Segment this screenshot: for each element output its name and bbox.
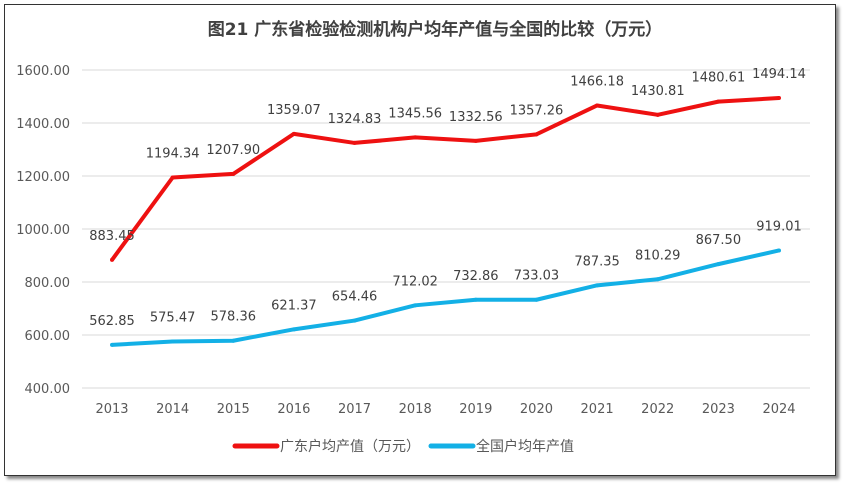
x-tick-label: 2015 <box>217 402 250 417</box>
data-point <box>170 339 175 344</box>
x-tick-label: 2024 <box>762 402 795 417</box>
data-label: 1359.07 <box>267 103 321 118</box>
data-label: 1430.81 <box>631 84 685 99</box>
y-tick-label: 1400.00 <box>16 117 70 132</box>
data-point <box>231 171 236 176</box>
data-point <box>534 132 539 137</box>
data-point <box>110 342 114 347</box>
y-tick-label: 400.00 <box>25 382 71 397</box>
y-tick-label: 800.00 <box>25 276 71 291</box>
legend-label: 广东户均产值（万元） <box>280 438 420 455</box>
data-label: 1480.61 <box>691 71 745 86</box>
series-line-2 <box>111 248 780 347</box>
data-label: 1357.26 <box>510 103 564 118</box>
data-label: 733.03 <box>514 269 560 284</box>
data-point <box>716 262 721 267</box>
series-line-1 <box>110 96 780 262</box>
data-point <box>352 318 357 323</box>
x-tick-label: 2021 <box>581 402 614 417</box>
data-point <box>655 277 660 282</box>
data-point <box>595 103 600 108</box>
data-point <box>352 140 357 145</box>
data-label: 1494.14 <box>752 67 806 82</box>
data-label: 883.45 <box>89 229 135 244</box>
data-point <box>473 138 478 143</box>
data-label: 654.46 <box>332 290 378 305</box>
y-tick-label: 1600.00 <box>16 64 70 79</box>
data-point <box>413 135 418 140</box>
data-point <box>777 96 781 101</box>
data-label: 867.50 <box>696 233 742 248</box>
data-point <box>534 297 539 302</box>
x-tick-label: 2023 <box>702 402 735 417</box>
y-tick-label: 1200.00 <box>16 170 70 185</box>
data-label: 810.29 <box>635 248 681 263</box>
y-tick-label: 1000.00 <box>16 223 70 238</box>
data-label: 1332.56 <box>449 110 503 125</box>
data-point <box>595 283 600 288</box>
x-tick-label: 2019 <box>459 402 492 417</box>
x-tick-label: 2018 <box>399 402 432 417</box>
x-tick-label: 2014 <box>156 402 189 417</box>
data-point <box>655 112 660 117</box>
data-label: 1324.83 <box>328 112 382 127</box>
data-point <box>716 99 721 104</box>
data-point <box>231 338 236 343</box>
legend-label: 全国户均年产值 <box>476 438 574 455</box>
data-label: 575.47 <box>150 311 196 326</box>
data-point <box>110 257 114 262</box>
data-label: 621.37 <box>271 298 317 313</box>
data-label: 1466.18 <box>570 74 624 89</box>
x-tick-label: 2017 <box>338 402 371 417</box>
data-label: 578.36 <box>211 310 257 325</box>
x-tick-label: 2016 <box>277 402 310 417</box>
x-tick-label: 2013 <box>95 402 128 417</box>
data-point <box>291 327 296 332</box>
data-label: 712.02 <box>392 274 438 289</box>
data-point <box>413 303 418 308</box>
x-tick-label: 2022 <box>641 402 674 417</box>
chart-frame <box>4 4 836 476</box>
data-label: 562.85 <box>89 314 135 329</box>
data-label: 1345.56 <box>388 106 442 121</box>
data-label: 787.35 <box>574 254 620 269</box>
chart-title: 图21 广东省检验检测机构户均年产值与全国的比较（万元） <box>208 19 663 40</box>
data-label: 919.01 <box>756 219 802 234</box>
data-point <box>777 248 781 253</box>
x-tick-label: 2020 <box>520 402 553 417</box>
data-point <box>291 131 296 136</box>
data-label: 1194.34 <box>146 146 200 161</box>
data-point <box>473 297 478 302</box>
y-tick-label: 600.00 <box>25 329 71 344</box>
data-label: 1207.90 <box>206 143 260 158</box>
data-point <box>170 175 175 180</box>
data-label: 732.86 <box>453 269 499 284</box>
